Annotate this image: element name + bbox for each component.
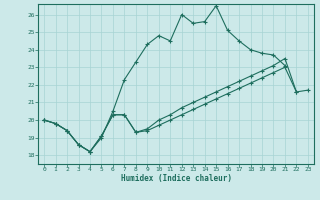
X-axis label: Humidex (Indice chaleur): Humidex (Indice chaleur) <box>121 174 231 183</box>
